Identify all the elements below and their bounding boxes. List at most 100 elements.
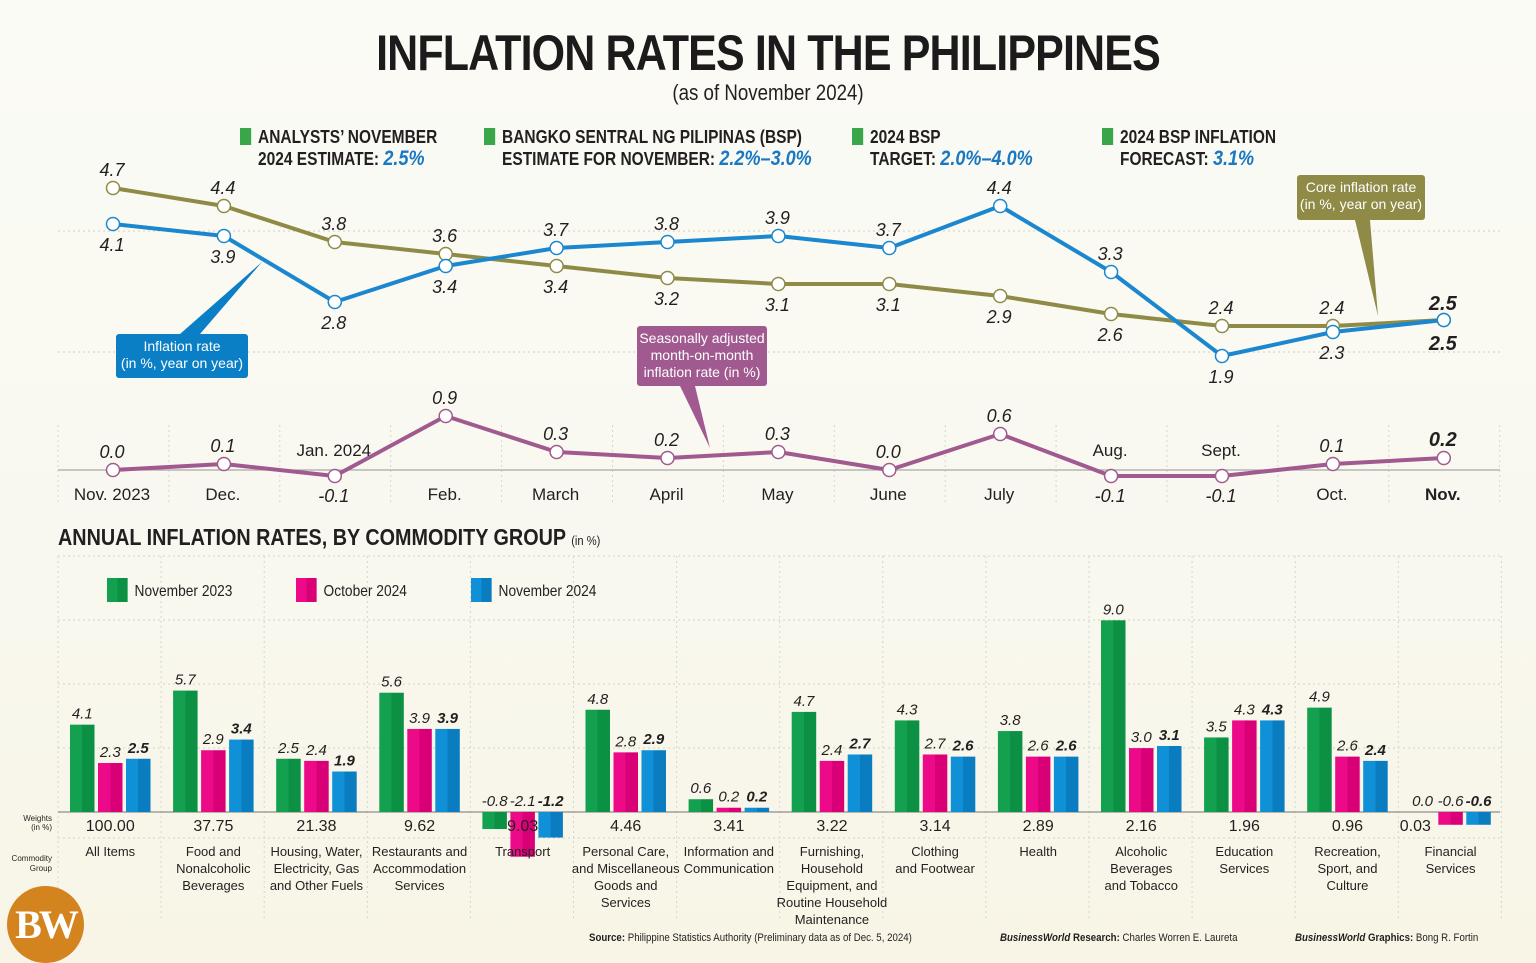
bar-value-label: -1.2 [538, 793, 565, 810]
commodity-label: Accommodation [373, 861, 466, 876]
headline-point [105, 216, 121, 232]
mom-line-chart: 0.0 0.1 -0.1 0.9 0.3 0.2 0.3 0.0 0.6 -0.1 -0.1 0.1 0… [74, 388, 1461, 506]
bar-nov2024 [744, 807, 770, 812]
bar-value-label: 2.6 [1027, 738, 1050, 755]
bar-value-label: 4.3 [1261, 701, 1284, 718]
mom-point [660, 450, 675, 466]
bar-oct2024 [613, 752, 638, 812]
callout-box [637, 326, 767, 386]
bar-chart-title-unit: (in %) [571, 533, 601, 548]
weight-label: 0.96 [1332, 818, 1363, 835]
mom-point [1214, 468, 1230, 484]
callout-label: inflation rate (in %) [644, 364, 761, 380]
bar-value-label: 9.0 [1103, 601, 1125, 618]
commodity-label: Furnishing, [800, 844, 864, 859]
bar-chart-title: ANNUAL INFLATION RATES, BY COMMODITY GRO… [58, 524, 600, 551]
core-data-label: 3.6 [432, 226, 458, 246]
bar-nov2024 [229, 739, 254, 812]
month-label: Feb. [428, 485, 462, 504]
commodity-label: Personal Care, [582, 844, 669, 859]
core-point [549, 258, 564, 274]
mom-data-label: -0.1 [1095, 486, 1126, 506]
bar-value-label: 3.9 [409, 710, 431, 727]
bar-value-label: 3.9 [437, 710, 459, 727]
bar-value-label: -0.6 [1438, 793, 1465, 810]
legend-label: November 2023 [134, 583, 233, 600]
bar-value-label: 4.9 [1309, 689, 1331, 706]
bar-oct2024 [819, 760, 845, 812]
headline-point [1103, 264, 1119, 280]
source-text: Philippine Statistics Authority (Prelimi… [627, 932, 912, 944]
core-data-label: 3.4 [543, 277, 568, 297]
legend-swatch-magenta [296, 578, 317, 602]
bar-nov2023 [997, 731, 1023, 812]
green-square-icon [1102, 128, 1114, 145]
kpi-analysts-estimate: ANALYSTS’ NOVEMBER 2024 ESTIMATE: 2.5% [240, 126, 437, 170]
headline-data-label: 2.8 [320, 313, 346, 333]
callout-label: Inflation rate [143, 338, 220, 354]
bar-value-label: 4.7 [794, 693, 816, 710]
core-data-label: 4.4 [210, 178, 235, 198]
mom-point [216, 456, 232, 472]
headline-point [771, 228, 786, 244]
bar-value-label: 4.1 [72, 706, 93, 723]
bar-value-label: 5.7 [175, 672, 197, 689]
bar-value-label: 5.6 [381, 674, 403, 691]
mom-point [992, 426, 1008, 442]
graphics-name: Bong R. Fortin [1415, 932, 1479, 944]
bar-oct2024 [1232, 720, 1257, 812]
month-label: Dec. [205, 485, 240, 504]
month-label: Nov. [1425, 485, 1461, 504]
footer-graphics: BusinessWorld Graphics: Bong R. Fortin [1295, 932, 1478, 944]
headline-point [882, 240, 897, 256]
weights-row-label: Weights [23, 814, 52, 823]
core-data-label: 3.1 [876, 295, 901, 315]
bar-nov2023 [173, 690, 198, 812]
kpi-label: FORECAST: [1120, 149, 1213, 169]
mom-data-label: -0.1 [1205, 486, 1236, 506]
core-point [105, 180, 121, 196]
legend-swatch-green [107, 578, 128, 602]
bar-value-label: 4.3 [1234, 701, 1256, 718]
callout-pointer [180, 262, 262, 334]
headline-data-label: 3.3 [1098, 244, 1123, 264]
research-name: Charles Worren E. Laureta [1122, 932, 1238, 944]
weight-label: 2.89 [1023, 818, 1054, 835]
bar-value-label: 2.7 [849, 735, 872, 752]
research-brand: BusinessWorld [1000, 932, 1071, 944]
bar-nov2023 [688, 799, 714, 812]
kpi-label: 2024 BSP INFLATION [1120, 127, 1277, 147]
commodity-label: Household [801, 861, 863, 876]
weight-label: 4.46 [610, 818, 641, 835]
headline-point [327, 294, 343, 310]
commodity-label: Routine Household [777, 895, 888, 910]
kpi-value: 2.5% [383, 147, 425, 170]
bar-value-label: 0.2 [718, 789, 740, 806]
core-data-label: 2.4 [1207, 298, 1233, 318]
commodity-label: Housing, Water, [270, 844, 362, 859]
bar-value-label: 2.6 [1055, 738, 1078, 755]
core-data-label: 3.8 [321, 214, 346, 234]
core-data-label: 2.4 [1318, 298, 1344, 318]
mom-data-label: 0.3 [765, 424, 790, 444]
commodity-row-label: Group [30, 864, 53, 873]
callout-pointer [680, 386, 710, 448]
bar-value-label: 0.0 [1412, 793, 1434, 810]
bar-value-label: 2.5 [277, 740, 300, 757]
bar-nov2024 [1053, 756, 1079, 812]
commodity-label: Recreation, [1314, 844, 1380, 859]
weight-label: 3.22 [816, 818, 847, 835]
bar-value-label: 2.4 [1364, 742, 1387, 759]
source-label: Source: [589, 932, 626, 944]
bar-nov2024 [1466, 812, 1491, 825]
kpi-value: 2.2%–3.0% [719, 147, 812, 170]
bar-nov2023 [894, 720, 920, 812]
mom-data-label: -0.1 [318, 486, 349, 506]
page-title: INFLATION RATES IN THE PHILIPPINES [376, 25, 1161, 81]
core-point [882, 276, 897, 292]
bar-nov2024 [435, 728, 460, 812]
month-label: March [532, 485, 579, 504]
commodity-label: and Other Fuels [270, 878, 364, 893]
commodity-label: Services [1426, 861, 1476, 876]
weight-label: 9.03 [507, 818, 538, 835]
